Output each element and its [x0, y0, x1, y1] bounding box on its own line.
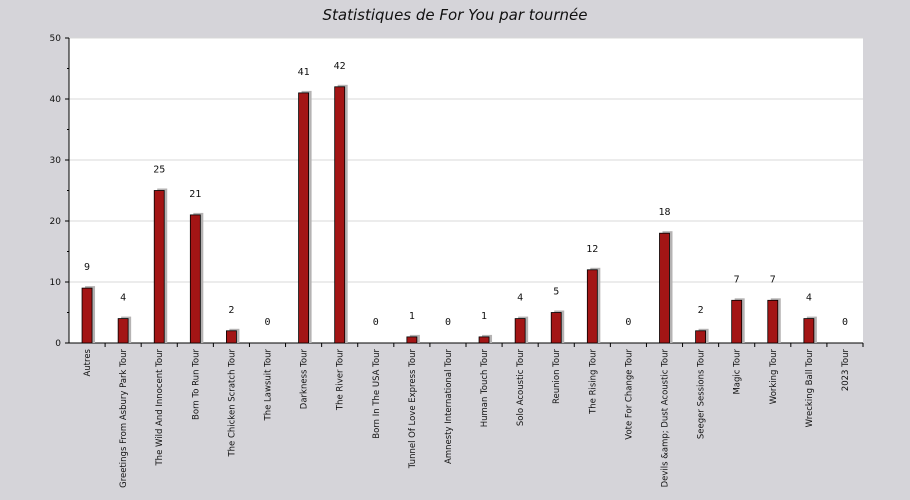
category-label: Greetings From Asbury Park Tour: [119, 349, 129, 488]
y-tick-label: 0: [55, 339, 61, 349]
category-label: Amnesty International Tour: [444, 349, 454, 464]
bar: [298, 92, 309, 344]
bar: [514, 318, 526, 344]
category-label: Human Touch Tour: [480, 349, 490, 428]
data-label: 2: [228, 305, 234, 316]
data-label: 0: [445, 317, 451, 328]
y-tick-label: 30: [50, 156, 62, 166]
bar: [478, 336, 490, 344]
data-label: 42: [334, 61, 346, 72]
bar: [406, 336, 418, 344]
data-label: 0: [625, 317, 631, 328]
category-label: The Lawsuit Tour: [264, 348, 274, 421]
data-label: 1: [409, 311, 415, 322]
data-label: 25: [153, 165, 165, 176]
data-label: 18: [658, 207, 670, 218]
data-label: 7: [734, 274, 740, 285]
category-label: Magic Tour: [733, 349, 743, 395]
category-label: The Rising Tour: [588, 349, 598, 415]
bar: [659, 232, 670, 344]
data-label: 9: [84, 262, 90, 273]
bar: [586, 269, 598, 344]
category-label: Born In The USA Tour: [372, 349, 382, 439]
category-label: Autres: [83, 348, 93, 376]
chart-title: Statistiques de For You par tournée: [322, 6, 588, 24]
bar: [731, 299, 743, 344]
bar: [767, 299, 779, 344]
category-label: Vote For Change Tour: [624, 349, 634, 440]
category-label: Reunion Tour: [552, 349, 562, 405]
y-tick-label: 10: [50, 278, 62, 288]
y-tick-label: 40: [50, 95, 62, 105]
bar: [550, 312, 562, 344]
category-label: 2023 Tour: [841, 349, 851, 392]
data-label: 0: [264, 317, 270, 328]
bar: [803, 318, 815, 344]
bar: [117, 318, 129, 344]
category-label: Seeger Sessions Tour: [697, 349, 707, 440]
bar: [189, 214, 201, 344]
category-label: Darkness Tour: [300, 349, 310, 410]
data-label: 0: [373, 317, 379, 328]
bar: [695, 330, 706, 344]
data-label: 12: [586, 244, 598, 255]
data-label: 1: [481, 311, 487, 322]
bar: [153, 190, 165, 344]
category-label: Born To Run Tour: [191, 349, 201, 420]
category-label: Solo Acoustic Tour: [516, 349, 526, 427]
category-label: Wrecking Ball Tour: [805, 349, 815, 428]
data-label: 4: [120, 293, 126, 304]
category-label: Tunnel Of Love Express Tour: [408, 349, 418, 470]
data-label: 41: [298, 67, 310, 78]
y-tick-label: 50: [50, 34, 62, 44]
category-label: Working Tour: [769, 348, 779, 404]
category-label: The River Tour: [336, 349, 346, 412]
data-label: 21: [189, 189, 201, 200]
y-tick-label: 20: [50, 217, 62, 227]
plot-area: [69, 38, 863, 343]
bar: [226, 330, 237, 344]
data-label: 4: [517, 293, 523, 304]
data-label: 5: [553, 287, 559, 298]
data-label: 4: [806, 293, 812, 304]
bar: [81, 287, 93, 344]
data-label: 0: [842, 317, 848, 328]
data-label: 2: [698, 305, 704, 316]
category-label: The Chicken Scratch Tour: [227, 349, 237, 458]
category-label: Devils &amp; Dust Acoustic Tour: [661, 348, 671, 487]
category-label: The Wild And Innocent Tour: [155, 349, 165, 467]
bar: [334, 86, 346, 344]
data-label: 7: [770, 274, 776, 285]
